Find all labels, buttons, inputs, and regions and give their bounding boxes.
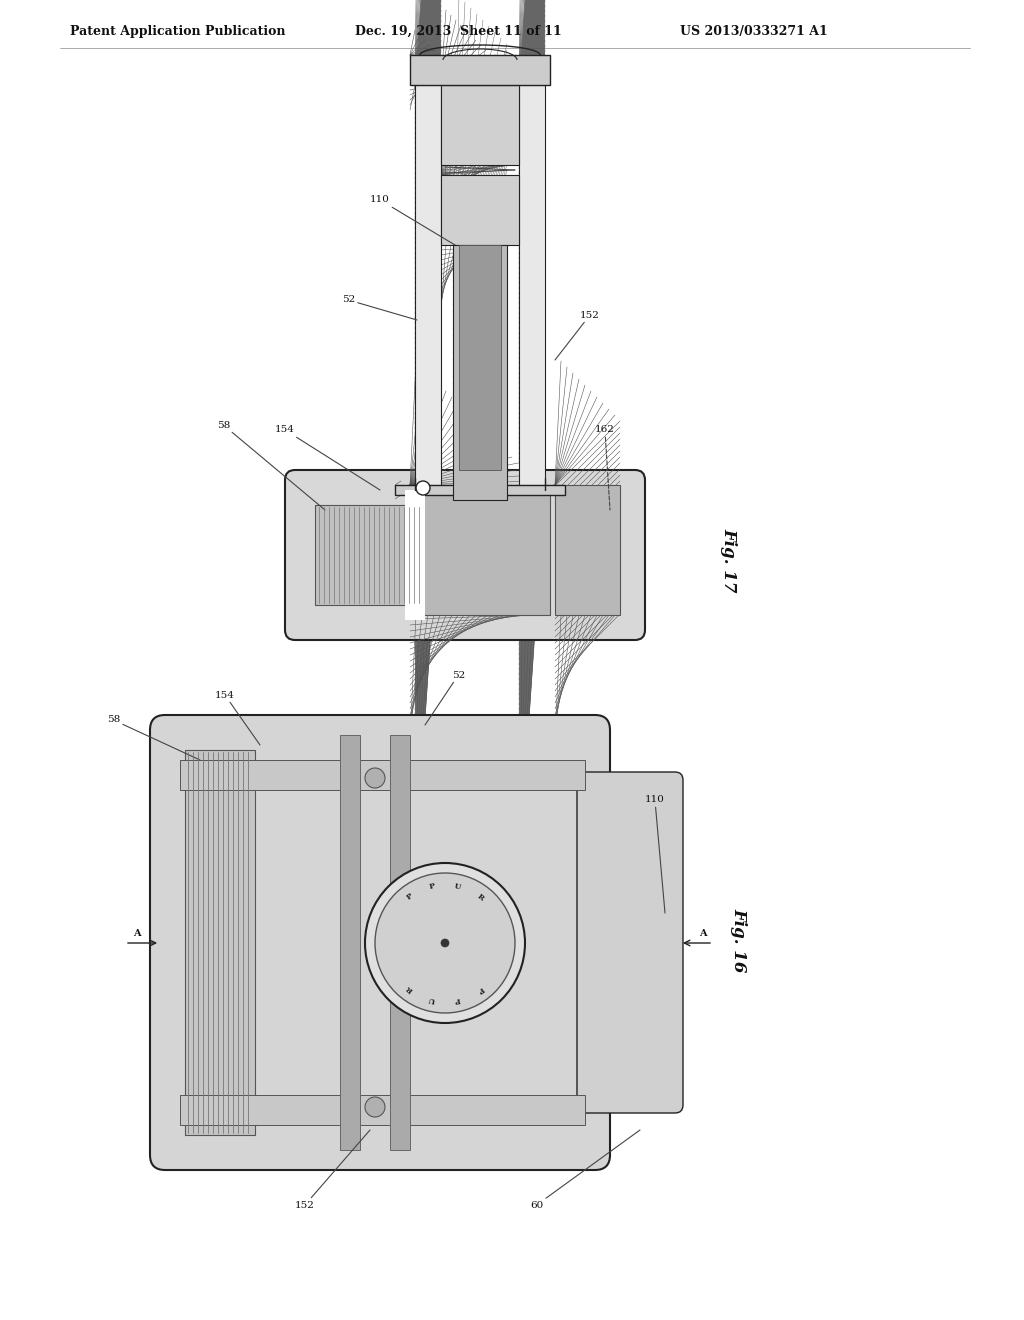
Text: R: R bbox=[475, 892, 485, 902]
Bar bbox=[519, 84, 545, 490]
FancyBboxPatch shape bbox=[577, 772, 683, 1113]
Text: A: A bbox=[699, 928, 707, 937]
Text: 154: 154 bbox=[215, 690, 260, 744]
Bar bbox=[453, 246, 507, 500]
Text: U: U bbox=[454, 882, 462, 891]
Bar bbox=[340, 735, 360, 1150]
Text: 52: 52 bbox=[342, 296, 417, 319]
Text: P: P bbox=[404, 892, 415, 902]
Bar bbox=[180, 760, 585, 789]
Bar bbox=[395, 484, 565, 495]
Bar bbox=[185, 750, 255, 1135]
Text: A: A bbox=[133, 928, 141, 937]
Text: 58: 58 bbox=[217, 421, 325, 510]
Text: US 2013/0333271 A1: US 2013/0333271 A1 bbox=[680, 25, 827, 38]
Text: 58: 58 bbox=[106, 715, 200, 760]
Text: 162: 162 bbox=[595, 425, 614, 510]
Bar bbox=[410, 484, 550, 615]
Bar bbox=[441, 84, 519, 165]
Bar bbox=[390, 735, 410, 1150]
Bar bbox=[415, 84, 441, 490]
Circle shape bbox=[375, 873, 515, 1012]
Circle shape bbox=[441, 939, 449, 946]
Text: P: P bbox=[429, 882, 436, 891]
Bar bbox=[459, 246, 501, 470]
Circle shape bbox=[365, 768, 385, 788]
Circle shape bbox=[365, 1097, 385, 1117]
Text: 110: 110 bbox=[645, 796, 665, 913]
Text: Fig. 16: Fig. 16 bbox=[730, 908, 746, 973]
FancyBboxPatch shape bbox=[285, 470, 645, 640]
Circle shape bbox=[365, 863, 525, 1023]
Text: 52: 52 bbox=[425, 671, 465, 725]
Text: U: U bbox=[428, 995, 436, 1005]
Bar bbox=[406, 490, 425, 620]
Text: Dec. 19, 2013  Sheet 11 of 11: Dec. 19, 2013 Sheet 11 of 11 bbox=[355, 25, 562, 38]
Circle shape bbox=[416, 480, 430, 495]
Text: 60: 60 bbox=[530, 1130, 640, 1209]
Text: R: R bbox=[404, 983, 415, 994]
Text: 110: 110 bbox=[370, 195, 480, 260]
Bar bbox=[441, 176, 519, 246]
Bar bbox=[555, 484, 620, 615]
Text: Patent Application Publication: Patent Application Publication bbox=[70, 25, 286, 38]
Text: P: P bbox=[454, 995, 461, 1005]
Bar bbox=[410, 55, 550, 84]
Bar bbox=[180, 1096, 585, 1125]
Text: 152: 152 bbox=[555, 310, 600, 360]
Text: P: P bbox=[475, 983, 485, 994]
Text: 152: 152 bbox=[295, 1130, 370, 1209]
Text: Fig. 17: Fig. 17 bbox=[720, 528, 737, 593]
FancyBboxPatch shape bbox=[150, 715, 610, 1170]
Text: 154: 154 bbox=[275, 425, 380, 490]
Bar bbox=[315, 506, 425, 605]
